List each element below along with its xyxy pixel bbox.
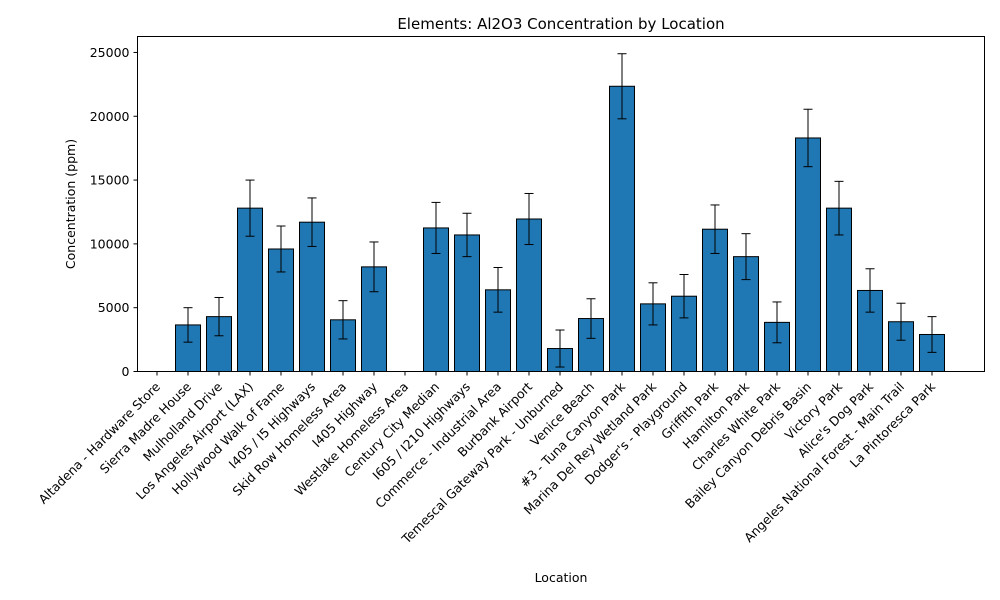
y-tick-label: 25000 [90,45,130,60]
y-axis: 0 5000 10000 15000 20000 25000 [90,45,138,379]
bar [857,289,883,373]
y-tick-label: 10000 [90,236,130,251]
bar [795,137,821,372]
bar [609,85,635,373]
y-tick-label: 0 [122,364,130,379]
plot-frame [137,36,985,372]
chart-title: Elements: Al2O3 Concentration by Locatio… [397,15,724,33]
bar [454,234,480,372]
bars-group [175,85,945,373]
errorbars-group [183,53,937,368]
y-tick-label: 5000 [98,300,130,315]
y-tick-label: 15000 [90,173,130,188]
x-axis-title: Location [535,570,588,585]
y-tick-label: 20000 [90,109,130,124]
y-axis-title: Concentration (ppm) [63,139,78,269]
